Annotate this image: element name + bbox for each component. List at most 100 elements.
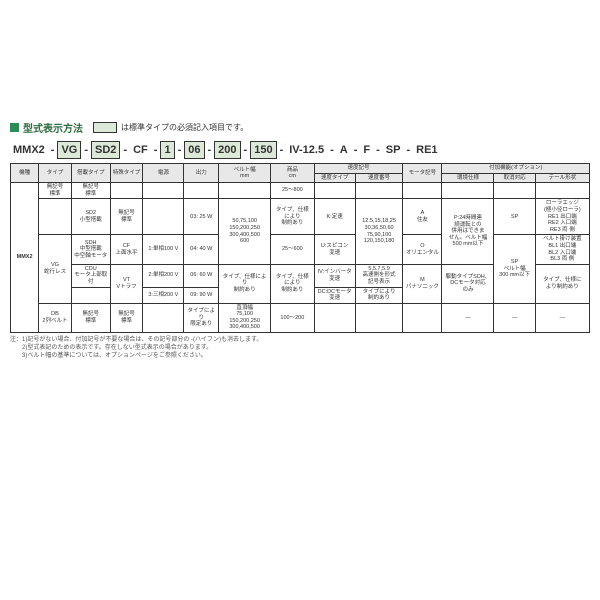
designation-seg-5: 06 bbox=[184, 141, 204, 159]
cell bbox=[314, 183, 355, 199]
cell: 03: 25 W bbox=[184, 199, 219, 235]
cell: 3:三相200 V bbox=[143, 287, 184, 303]
designation-seg-9: A bbox=[337, 142, 351, 158]
designation-seg-1: VG bbox=[57, 141, 81, 159]
designation-seg-0: MMX2 bbox=[10, 142, 48, 158]
model-designation: MMX2-VG-SD2-CF-1-06-200-150-IV-12.5-A-F-… bbox=[10, 141, 590, 159]
cell: P:24時間連続運転との併用はできません。ベルト幅500 mm以下 bbox=[442, 199, 494, 264]
note-2: 2)型式表記のための表示です。存在しない型式表示の場合があります。 bbox=[10, 345, 590, 353]
cell: — bbox=[442, 303, 494, 332]
note-1: 注：1)記号がない場合、付加記号が不要な場合は、その記号部分の -(ハイフン)も… bbox=[10, 337, 590, 345]
cell: 2:単相200 V bbox=[143, 264, 184, 287]
cell: 駆動タイプSDH、DCモータ対応のみ bbox=[442, 264, 494, 303]
cell bbox=[110, 183, 143, 199]
designation-seg-12: RE1 bbox=[413, 142, 440, 158]
designation-seg-10: F bbox=[360, 142, 373, 158]
cell bbox=[314, 303, 355, 332]
cell: CF上面水平 bbox=[110, 235, 143, 264]
cell: 無記号標準 bbox=[110, 303, 143, 332]
cell: K:定速 bbox=[314, 199, 355, 235]
cell: IV:インバータ変速 bbox=[314, 264, 355, 287]
note-3: 3)ベルト幅の基準については、オプションページをご参照ください。 bbox=[10, 353, 590, 361]
h-cancel: 取消対応 bbox=[494, 173, 535, 183]
cell: SD2小型搭載 bbox=[71, 199, 110, 235]
cell bbox=[143, 303, 184, 332]
cell: Mパナソニック bbox=[403, 264, 442, 303]
spec-table: 機種 タイプ 搭載タイプ 特殊タイプ 電源 出力 ベルト幅mm 商品cm 速度記… bbox=[10, 163, 590, 333]
cell: タイプ、仕様により制約あり bbox=[535, 264, 589, 303]
cell: 無記号標準 bbox=[110, 199, 143, 235]
h-output: 出力 bbox=[184, 164, 219, 183]
designation-seg-8: IV-12.5 bbox=[286, 142, 327, 158]
cell: タイプ、仕様により制約あり bbox=[219, 264, 271, 303]
h-model: 機種 bbox=[11, 164, 39, 183]
cell bbox=[403, 303, 442, 332]
legend-text: は標準タイプの必須記入項目です。 bbox=[121, 122, 248, 133]
table-row: SD2小型搭載無記号標準03: 25 W50,75,100150,200,250… bbox=[11, 199, 590, 235]
h-speed-no: 速度番号 bbox=[355, 173, 403, 183]
cell: VG蛇行レス bbox=[39, 235, 72, 303]
cell bbox=[39, 199, 72, 235]
cell: 無記号標準 bbox=[71, 183, 110, 199]
h-tail: テール形状 bbox=[535, 173, 589, 183]
cell: 09: 90 W bbox=[184, 287, 219, 303]
cell bbox=[355, 183, 403, 199]
cell: Oオリエンタル bbox=[403, 235, 442, 264]
cell: — bbox=[494, 303, 535, 332]
cell: ローラエッジ(極小径ローラ)RE1 出口端RE2 入口端RE3 両 側 bbox=[535, 199, 589, 235]
h-speed-group: 速度記号 bbox=[314, 164, 403, 174]
cell: VTVトラフ bbox=[110, 264, 143, 303]
cell bbox=[535, 183, 589, 199]
cell bbox=[184, 183, 219, 199]
h-option-group: 付加機能(オプション) bbox=[442, 164, 590, 174]
cell: SPベルト幅300 mm以下 bbox=[494, 235, 535, 303]
cell: タイプ、仕様により制約あり bbox=[271, 264, 314, 303]
cell: U:スピコン変速 bbox=[314, 235, 355, 264]
h-speed-type: 速度タイプ bbox=[314, 173, 355, 183]
cell: 100～200 bbox=[271, 303, 314, 332]
cell bbox=[403, 183, 442, 199]
cell: 50,75,100150,200,250300,400,500600 bbox=[219, 199, 271, 264]
cell: 25～800 bbox=[271, 183, 314, 199]
cell: DC:DCモータ変速 bbox=[314, 287, 355, 303]
cell: タイプにより限定あり bbox=[184, 303, 219, 332]
h-power: 電源 bbox=[143, 164, 184, 183]
cell: タイプにより制約あり bbox=[355, 287, 403, 303]
cell bbox=[219, 183, 271, 199]
h-type: タイプ bbox=[39, 164, 72, 183]
cell: — bbox=[535, 303, 589, 332]
section-title: 型式表示方法 は標準タイプの必須記入項目です。 bbox=[10, 120, 590, 135]
title-marker bbox=[10, 123, 19, 132]
cell bbox=[355, 303, 403, 332]
h-env: 環境仕様 bbox=[442, 173, 494, 183]
cell: ベルト掛け装置BL1 出口端BL2 入口端BL3 両 側 bbox=[535, 235, 589, 264]
table-row: VG蛇行レスSDH中型搭載中空軸モータCF上面水平1:単相100 V04: 40… bbox=[11, 235, 590, 264]
cell bbox=[71, 287, 110, 303]
cell: 無記号標準 bbox=[71, 303, 110, 332]
cell: 06: 60 W bbox=[184, 264, 219, 287]
cell: 12.5,15,18,2530,36,50,6075,90,100120,150… bbox=[355, 199, 403, 264]
designation-seg-6: 200 bbox=[214, 141, 240, 159]
designation-seg-7: 150 bbox=[250, 141, 276, 159]
legend-swatch bbox=[93, 122, 117, 133]
designation-seg-3: CF bbox=[130, 142, 151, 158]
cell bbox=[494, 183, 535, 199]
cell bbox=[442, 183, 494, 199]
cell: 5,5.7,5.9高速側を形式記号表示 bbox=[355, 264, 403, 287]
cell: CDUモータ上部取付 bbox=[71, 264, 110, 287]
designation-seg-2: SD2 bbox=[91, 141, 120, 159]
cell bbox=[143, 183, 184, 199]
cell: 1:単相100 V bbox=[143, 235, 184, 264]
h-mount: 搭載タイプ bbox=[71, 164, 110, 183]
cell: 25～600 bbox=[271, 235, 314, 264]
footnotes: 注：1)記号がない場合、付加記号が不要な場合は、その記号部分の -(ハイフン)も… bbox=[10, 337, 590, 360]
designation-seg-4: 1 bbox=[160, 141, 174, 159]
cell: 無記号標準 bbox=[39, 183, 72, 199]
cell: タイプ、仕様により制約あり bbox=[271, 199, 314, 235]
h-special: 特殊タイプ bbox=[110, 164, 143, 183]
cell bbox=[143, 199, 184, 235]
h-belt: ベルト幅mm bbox=[219, 164, 271, 183]
designation-seg-11: SP bbox=[383, 142, 404, 158]
h-product: 商品cm bbox=[271, 164, 314, 183]
cell: SDH中型搭載中空軸モータ bbox=[71, 235, 110, 264]
